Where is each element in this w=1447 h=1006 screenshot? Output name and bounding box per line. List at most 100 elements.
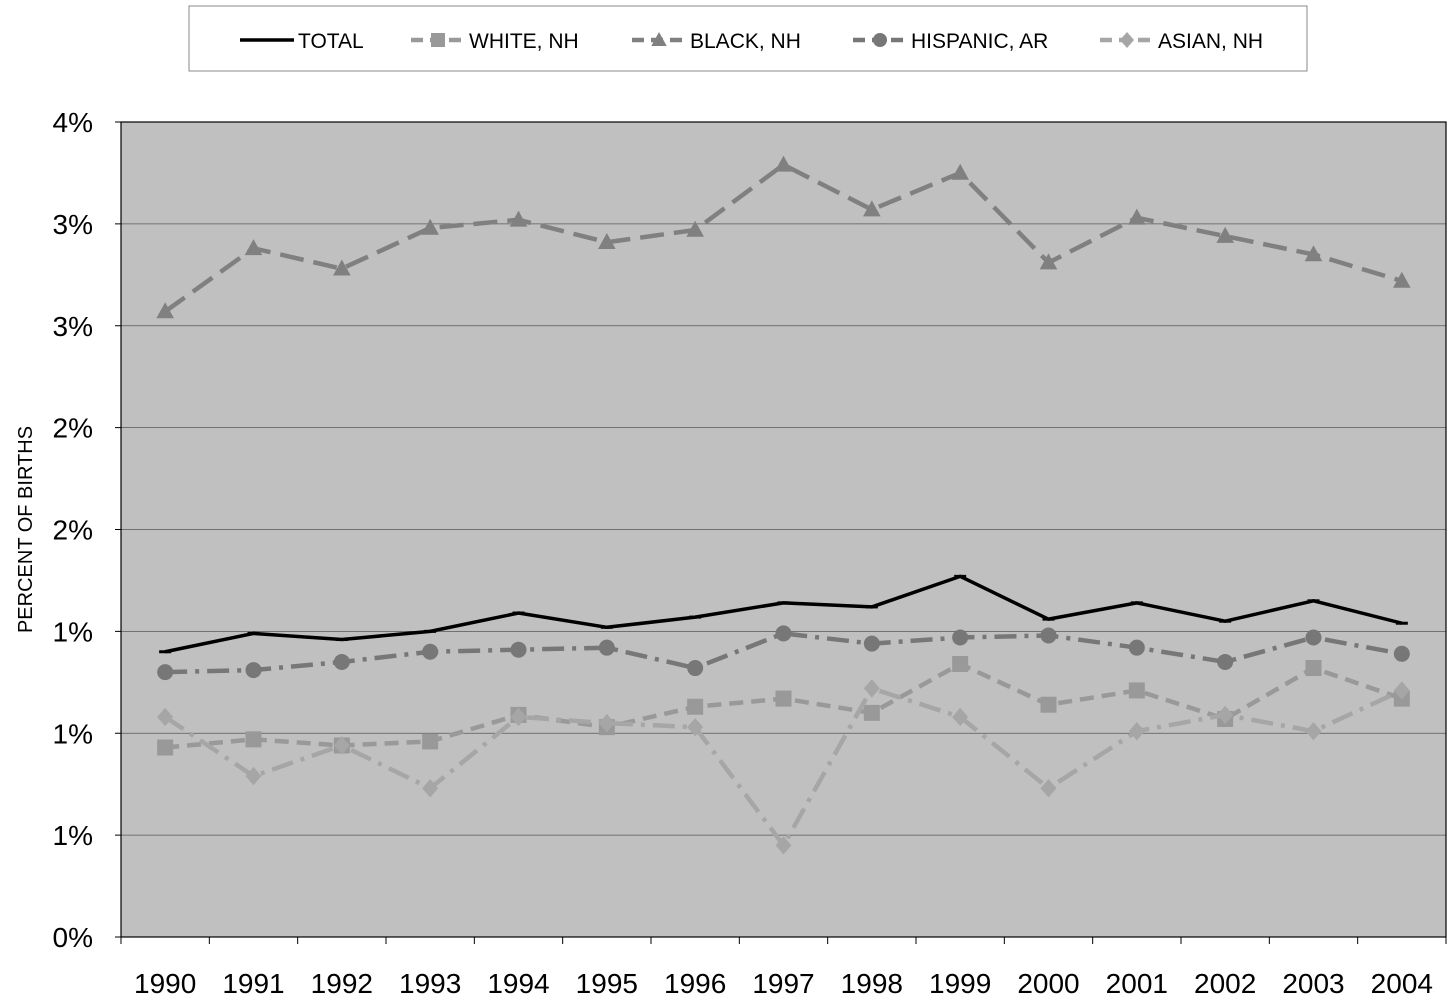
x-tick-label: 1996 [664, 968, 726, 999]
plot-frame [120, 121, 1447, 938]
data-point [1040, 627, 1057, 644]
y-tick-label: 1% [53, 718, 93, 749]
data-point [686, 220, 704, 237]
data-point [157, 664, 174, 681]
x-tick-label: 2001 [1106, 968, 1168, 999]
data-point [598, 233, 616, 250]
series-total [159, 574, 1408, 654]
y-tick-label: 4% [53, 107, 93, 138]
legend-entry: HISPANIC, AR [853, 30, 1048, 53]
series-group [156, 155, 1411, 855]
plot-area [121, 121, 1446, 937]
x-tick-label: 1992 [311, 968, 373, 999]
data-point [510, 707, 527, 727]
data-point [598, 713, 615, 733]
legend-entry: BLACK, NH [632, 30, 801, 53]
y-tick-label: 1% [53, 820, 93, 851]
data-point [1039, 253, 1058, 270]
data-point [1216, 226, 1234, 243]
legend-label: WHITE, NH [469, 30, 579, 53]
data-point [422, 643, 439, 660]
data-point [687, 698, 704, 715]
x-tick-label: 2004 [1371, 968, 1433, 999]
data-point [775, 690, 792, 707]
data-point [510, 641, 527, 658]
data-point [1217, 653, 1234, 670]
data-point [1120, 31, 1134, 49]
y-tick-label: 2% [53, 515, 93, 546]
data-point [509, 210, 528, 227]
data-point [333, 736, 350, 755]
data-point [1040, 696, 1057, 713]
data-point [157, 707, 174, 727]
x-tick-label: 2003 [1282, 968, 1344, 999]
legend-label: HISPANIC, AR [911, 30, 1048, 53]
data-point [775, 836, 792, 855]
x-tick-label: 1998 [841, 968, 903, 999]
x-tick-label: 1990 [134, 968, 196, 999]
data-point [245, 662, 262, 679]
data-point [156, 302, 174, 319]
series-asian-nh [157, 679, 1410, 855]
data-point [244, 239, 263, 256]
y-tick-label: 3% [53, 311, 93, 342]
x-tick-label: 1993 [399, 968, 461, 999]
data-point [1128, 208, 1146, 225]
data-point [1305, 722, 1322, 741]
legend-label: BLACK, NH [690, 30, 801, 53]
data-point [863, 635, 880, 652]
legend-entry: TOTAL [240, 30, 364, 53]
legend-label: ASIAN, NH [1158, 30, 1263, 53]
data-point [863, 704, 880, 721]
data-point [422, 733, 439, 750]
data-point [873, 33, 887, 47]
data-point [333, 653, 350, 670]
y-tick-label: 1% [53, 616, 93, 647]
y-tick-label: 3% [53, 209, 93, 240]
x-tick-label: 2000 [1017, 968, 1079, 999]
y-axis-label: PERCENT OF BIRTHS [15, 426, 37, 633]
data-point [1393, 681, 1410, 700]
data-point [1217, 705, 1234, 725]
series-hispanic-ar [157, 625, 1410, 681]
axes: 0% 1% 1% 1% 2% 2% 3% 3% 4% 1990 1991 1992 1993 1994 19… [15, 107, 1447, 999]
data-point [333, 259, 351, 276]
data-point [863, 200, 881, 217]
data-point [687, 660, 704, 677]
x-tick-label: 1997 [752, 968, 814, 999]
data-point [245, 731, 262, 748]
data-point [1040, 779, 1057, 798]
y-tick-label: 0% [53, 922, 93, 953]
legend-label: TOTAL [298, 30, 364, 53]
data-point [1304, 245, 1323, 262]
x-tick-label: 1995 [576, 968, 638, 999]
data-point [1128, 639, 1145, 656]
data-point [774, 155, 793, 172]
data-point [775, 625, 792, 642]
data-point [422, 779, 439, 798]
data-point [951, 163, 969, 180]
x-tick-label: 2002 [1194, 968, 1256, 999]
data-point [1393, 645, 1410, 662]
legend-entry: ASIAN, NH [1100, 30, 1263, 53]
data-point [1128, 722, 1145, 741]
x-tick-label: 1991 [222, 968, 284, 999]
x-tick-label: 1999 [929, 968, 991, 999]
data-point [431, 33, 445, 47]
y-tick-label: 2% [53, 413, 93, 444]
legend-entry: WHITE, NH [411, 30, 579, 53]
data-point [598, 639, 615, 656]
data-point [157, 739, 174, 756]
data-point [687, 717, 704, 737]
data-point [952, 655, 969, 672]
data-point [651, 31, 667, 46]
data-point [1305, 629, 1322, 646]
x-tick-label: 1994 [487, 968, 549, 999]
data-point [863, 679, 880, 698]
data-point [1305, 660, 1322, 677]
data-point [952, 629, 969, 646]
data-point [952, 707, 969, 727]
data-point [1128, 682, 1145, 699]
